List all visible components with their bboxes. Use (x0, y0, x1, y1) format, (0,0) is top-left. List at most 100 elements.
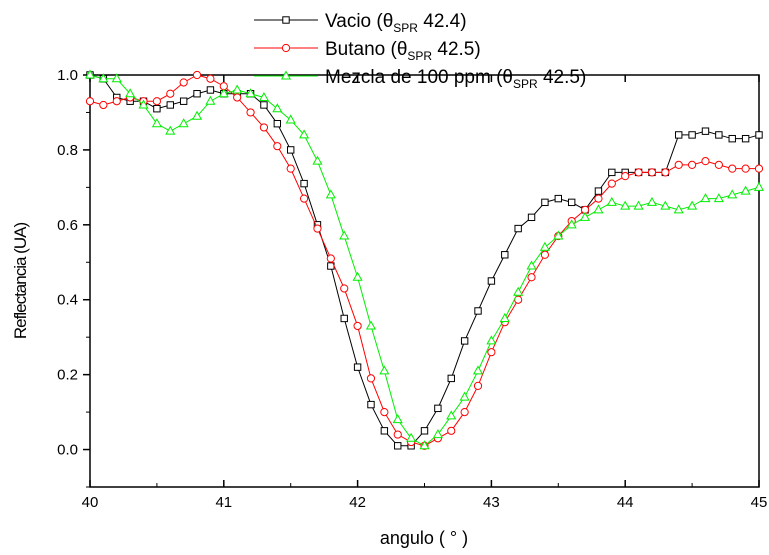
x-axis-label: angulo ( ° ) (380, 528, 468, 548)
data-point (687, 200, 698, 210)
data-point (460, 407, 469, 417)
data-point (527, 213, 536, 222)
data-point (260, 101, 268, 109)
series-triangle (84, 69, 765, 450)
x-tick-label: 44 (617, 494, 634, 511)
x-tick-label: 41 (215, 494, 232, 511)
data-point (513, 286, 524, 296)
data-point (608, 168, 616, 177)
series-square (86, 71, 763, 450)
legend-entry: Butano (θSPR 42.5) (254, 39, 481, 63)
data-point (353, 321, 362, 331)
data-point (392, 414, 403, 424)
data-point (191, 110, 203, 120)
data-point (673, 204, 684, 214)
data-point (299, 194, 309, 203)
data-point (755, 131, 763, 139)
data-point (499, 312, 510, 322)
data-point (286, 164, 295, 173)
legend-label: Mezcla de 100 ppm (θSPR 42.5) (325, 67, 586, 91)
data-point (526, 260, 537, 270)
data-point (674, 160, 683, 169)
x-tick-label: 40 (82, 494, 99, 511)
data-point (514, 224, 522, 233)
data-point (245, 88, 256, 98)
data-point (339, 230, 350, 240)
data-point (688, 131, 696, 139)
data-point (379, 365, 390, 375)
series-line (89, 74, 759, 447)
series-circle (85, 70, 764, 450)
data-point (367, 400, 375, 409)
data-point (727, 189, 738, 199)
data-point (353, 363, 362, 371)
data-point (125, 88, 136, 98)
data-point (112, 97, 121, 106)
data-point (554, 194, 562, 203)
data-point (459, 391, 470, 401)
data-point (701, 127, 710, 135)
y-tick-label: 0.0 (57, 442, 78, 459)
data-point (580, 211, 591, 221)
data-point (166, 101, 174, 109)
data-point (621, 172, 630, 181)
data-point (406, 432, 417, 442)
x-tick-label: 45 (751, 494, 768, 511)
plot-frame (89, 74, 760, 488)
data-point (299, 129, 310, 139)
data-point (594, 194, 603, 203)
y-tick-label: 0.2 (57, 367, 78, 384)
y-tick-label: 1.0 (57, 67, 78, 84)
data-point (312, 155, 323, 165)
data-point (553, 230, 564, 240)
data-point (313, 224, 322, 233)
data-point (193, 90, 201, 98)
data-point (138, 99, 149, 109)
data-point (607, 179, 616, 188)
data-point (273, 142, 282, 151)
data-point (728, 134, 736, 143)
data-point (472, 365, 484, 375)
data-point (178, 118, 189, 128)
y-tick-label: 0.6 (57, 217, 78, 234)
data-point (675, 131, 683, 139)
legend: Vacio (θSPR 42.4) Butano (θSPR 42.5) Mezcl… (254, 11, 586, 91)
y-axis: 0.0 0.2 0.4 0.6 0.8 1.0 (57, 67, 90, 488)
data-point (741, 134, 750, 143)
data-point (246, 108, 255, 117)
legend-entry: Vacio (θSPR 42.4) (254, 11, 467, 35)
legend-entry: Mezcla de 100 ppm (θSPR 42.5) (254, 67, 586, 91)
y-tick-label: 0.8 (57, 142, 78, 159)
data-point (753, 181, 765, 191)
series-layer (84, 69, 765, 450)
data-point (340, 284, 349, 293)
y-axis-label: Reflectancia (UA) (11, 223, 30, 340)
data-point (394, 442, 402, 450)
data-point (728, 164, 737, 173)
data-point (84, 69, 96, 79)
data-point (715, 131, 723, 139)
data-point (447, 426, 456, 435)
data-point (688, 160, 697, 169)
data-point (620, 200, 631, 210)
data-point (287, 146, 295, 154)
data-point (634, 168, 643, 177)
data-point (205, 95, 216, 105)
data-point (474, 307, 482, 315)
data-point (258, 91, 269, 101)
data-point (432, 429, 443, 439)
data-point (473, 381, 483, 390)
data-point (594, 187, 603, 195)
data-point (352, 271, 363, 281)
data-point (660, 200, 671, 210)
data-point (99, 100, 108, 110)
data-point (218, 88, 229, 98)
data-point (647, 168, 657, 177)
x-axis: 40 41 42 43 44 45 (82, 75, 768, 511)
data-point (714, 160, 723, 169)
data-point (365, 320, 377, 330)
data-point (487, 348, 496, 357)
data-point (272, 103, 283, 113)
